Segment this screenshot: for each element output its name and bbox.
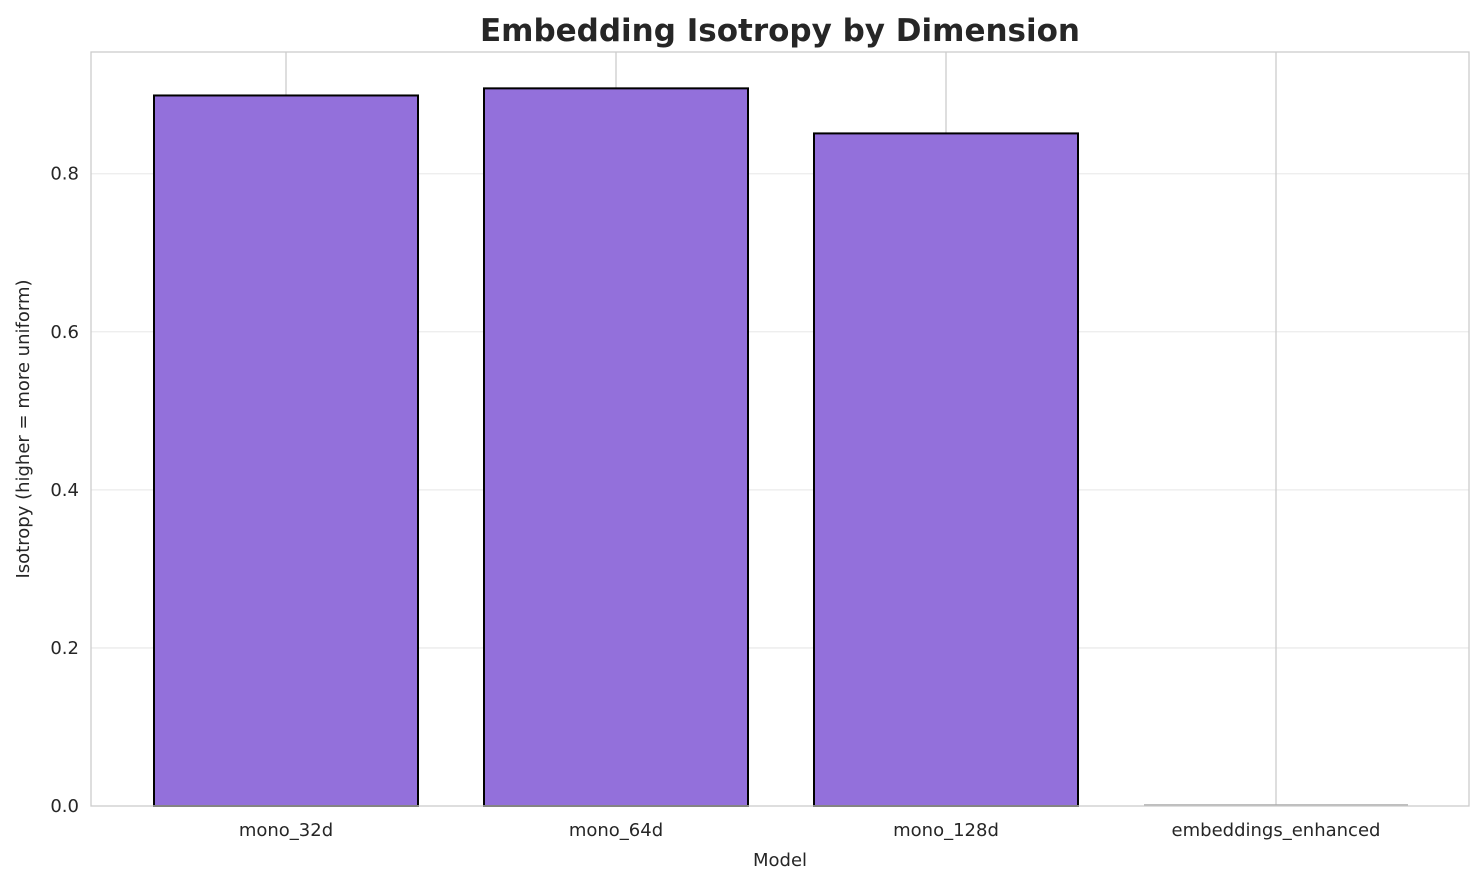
bars [153, 87, 1408, 808]
chart-title: Embedding Isotropy by Dimension [480, 13, 1080, 49]
plot-frame [90, 51, 1470, 807]
y-tick-label: 0.0 [50, 796, 79, 817]
x-gridlines [285, 52, 1277, 806]
x-tick-label: mono_128d [893, 820, 999, 841]
x-axis-label: Model [753, 850, 807, 871]
x-tick-label: mono_64d [569, 820, 663, 841]
bar-mono_128d [813, 132, 1079, 807]
y-tick-label: 0.2 [50, 638, 79, 659]
x-tick-label: embeddings_enhanced [1172, 820, 1381, 841]
bar-mono_64d [483, 87, 749, 808]
y-tick-label: 0.6 [50, 322, 79, 343]
y-tick-label: 0.4 [50, 480, 79, 501]
y-tick-label: 0.8 [50, 164, 79, 185]
y-tick-labels: 0.0 0.2 0.4 0.6 0.8 [50, 164, 79, 817]
x-tick-labels: mono_32d mono_64d mono_128d embeddings_enha… [239, 820, 1381, 841]
x-tick-label: mono_32d [239, 820, 333, 841]
bar-mono_32d [153, 94, 419, 807]
y-axis-label: Isotropy (higher = more uniform) [13, 280, 34, 579]
